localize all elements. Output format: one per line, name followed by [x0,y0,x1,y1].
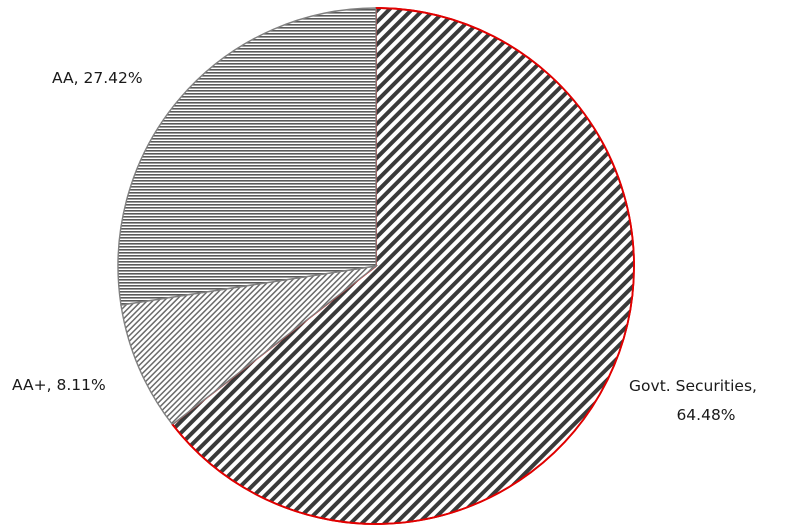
pie-labels: Govt. Securities, 64.48% AA+, 8.11% AA, 27.… [12,69,757,424]
data-label-govt-securities-value: 64.48% [676,406,735,424]
pie-slice-aa [120,264,379,426]
pie-slice-border-govt-securities [171,7,635,525]
data-label-aa: AA+, 8.11% [12,376,106,394]
pie-slice-aa [117,7,377,306]
pie-slices [117,7,635,525]
data-label-govt-securities: Govt. Securities, [629,377,757,395]
data-label-aa: AA, 27.42% [52,69,143,87]
